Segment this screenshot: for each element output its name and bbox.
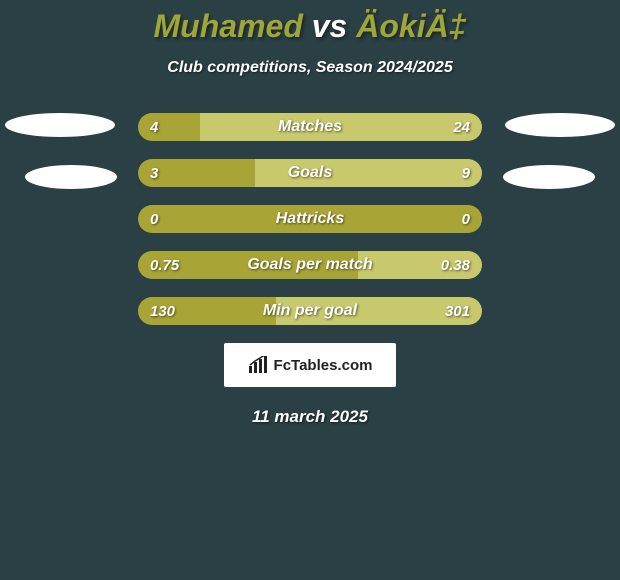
card-title: Muhamed vs ÄokiÄ‡ (0, 0, 620, 45)
stat-row: 0.75Goals per match0.38 (138, 251, 482, 279)
avatar-placeholder-right-2 (503, 165, 595, 189)
subtitle: Club competitions, Season 2024/2025 (0, 59, 620, 77)
chart-area: 4Matches24 3Goals9 0Hattricks0 0.75Goals pe… (0, 113, 620, 325)
avatar-placeholder-left-2 (25, 165, 117, 189)
stat-row: 3Goals9 (138, 159, 482, 187)
brand-text: FcTables.com (274, 357, 373, 374)
brand-chart-icon (248, 356, 270, 374)
stat-value-right: 0.38 (441, 251, 470, 279)
date-text: 11 march 2025 (0, 407, 620, 427)
player-1-name: Muhamed (154, 8, 303, 44)
stat-bars: 4Matches24 3Goals9 0Hattricks0 0.75Goals pe… (138, 113, 482, 325)
player-2-name: ÄokiÄ‡ (356, 8, 466, 44)
avatar-placeholder-right-1 (505, 113, 615, 137)
brand-box: FcTables.com (224, 343, 396, 387)
vs-text: vs (312, 8, 348, 44)
stat-label: Goals per match (138, 251, 482, 279)
stat-row: 130Min per goal301 (138, 297, 482, 325)
stat-row: 0Hattricks0 (138, 205, 482, 233)
stat-label: Min per goal (138, 297, 482, 325)
stat-value-right: 9 (462, 159, 470, 187)
stat-label: Goals (138, 159, 482, 187)
avatar-placeholder-left-1 (5, 113, 115, 137)
stat-value-right: 24 (453, 113, 470, 141)
stat-value-right: 301 (445, 297, 470, 325)
stat-label: Matches (138, 113, 482, 141)
stat-row: 4Matches24 (138, 113, 482, 141)
stat-value-right: 0 (462, 205, 470, 233)
stat-label: Hattricks (138, 205, 482, 233)
comparison-card: Muhamed vs ÄokiÄ‡ Club competitions, Sea… (0, 0, 620, 580)
